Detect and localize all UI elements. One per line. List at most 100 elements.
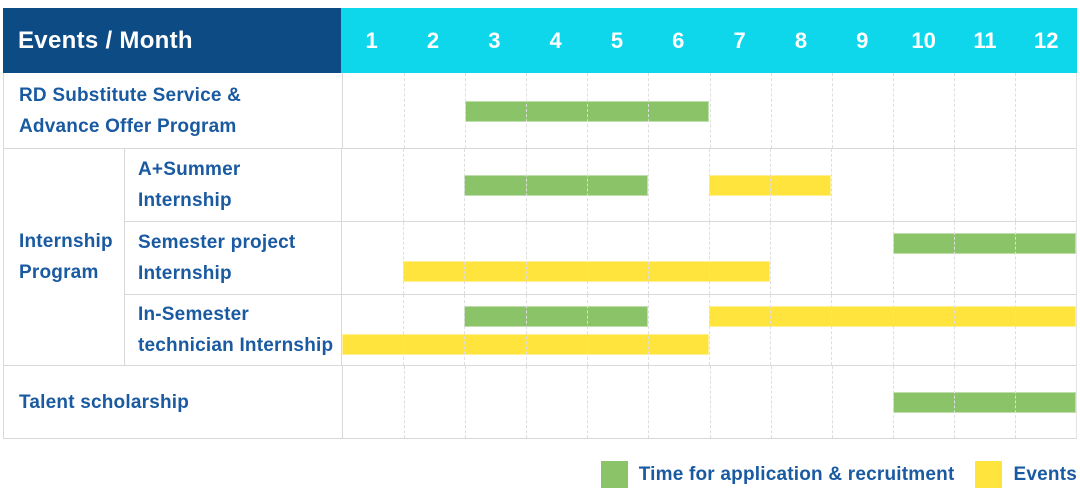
month-gridline xyxy=(953,295,955,365)
month-gridline xyxy=(587,366,589,438)
month-gridline xyxy=(526,73,528,148)
group-label-internship-program: Internship Program xyxy=(4,149,125,365)
row-a-plus-summer-internship: A+Summer Internship xyxy=(125,149,1076,222)
month-gridline xyxy=(1014,366,1016,438)
month-gridline xyxy=(892,222,894,294)
group-subrows: A+Summer Internship Semester project Int… xyxy=(125,149,1076,365)
month-header-9: 9 xyxy=(856,27,869,53)
month-gridline xyxy=(709,149,710,221)
month-gridline xyxy=(586,222,588,294)
row-label-line: Talent scholarship xyxy=(19,391,190,413)
month-gridline xyxy=(953,366,955,438)
gantt-table: Events / Month 1 2 3 4 5 6 7 8 9 10 11 1… xyxy=(3,8,1077,439)
month-header-1: 1 xyxy=(365,27,378,53)
month-gridline xyxy=(709,222,710,294)
legend-application-label: Time for application & recruitment xyxy=(638,463,955,485)
gantt-track-semester-project xyxy=(341,222,1076,294)
gantt-track-a-plus-summer xyxy=(341,149,1076,221)
month-gridline xyxy=(525,149,527,221)
month-header-10: 10 xyxy=(911,27,936,53)
month-gridline xyxy=(831,73,833,148)
month-gridline xyxy=(587,73,589,148)
gantt-track-in-semester-technician xyxy=(341,295,1076,365)
row-label-rd-substitute: RD Substitute Service & Advance Offer Pr… xyxy=(4,73,342,148)
group-label-line: Internship xyxy=(19,231,113,252)
month-header-6: 6 xyxy=(672,27,685,53)
month-gridline xyxy=(403,149,405,221)
row-label-in-semester-technician: In-Semester technician Internship xyxy=(125,295,341,365)
row-label-line: technician Internship xyxy=(138,335,334,356)
gantt-track-rd-substitute xyxy=(342,73,1076,148)
month-gridline xyxy=(770,73,772,148)
month-gridline xyxy=(953,222,955,294)
month-header-8: 8 xyxy=(794,27,808,53)
month-gridline xyxy=(647,295,649,365)
month-gridline xyxy=(648,73,650,148)
month-gridline xyxy=(709,295,710,365)
month-gridline xyxy=(1014,149,1016,221)
gantt-bar-application xyxy=(465,100,710,122)
group-internship-program: Internship Program A+Summer Internship xyxy=(4,149,1076,366)
month-gridline xyxy=(403,295,405,365)
row-label-line: Internship xyxy=(138,263,232,284)
month-gridline xyxy=(647,222,649,294)
row-in-semester-technician-internship: In-Semester technician Internship xyxy=(125,295,1076,365)
month-gridline xyxy=(770,149,772,221)
month-gridline xyxy=(831,366,833,438)
month-gridline xyxy=(831,222,833,294)
month-gridline xyxy=(526,366,528,438)
group-label-line: Program xyxy=(19,262,99,283)
events-month-header: Events / Month xyxy=(3,8,341,73)
month-gridline xyxy=(892,149,894,221)
month-header-12: 12 xyxy=(1034,27,1059,53)
month-gridline xyxy=(586,295,588,365)
month-gridline xyxy=(464,295,466,365)
month-header-11: 11 xyxy=(973,27,997,53)
month-header-strip: 1 2 3 4 5 6 7 8 9 10 11 12 xyxy=(341,8,1077,73)
month-gridline xyxy=(770,295,772,365)
row-label-line: A+Summer xyxy=(138,159,241,180)
month-gridline xyxy=(953,73,955,148)
row-label-line: RD Substitute Service & xyxy=(19,84,242,106)
row-rd-substitute: RD Substitute Service & Advance Offer Pr… xyxy=(4,73,1076,149)
row-label-line: Internship xyxy=(138,190,232,211)
month-header-7: 7 xyxy=(733,27,746,53)
month-gridline xyxy=(648,366,650,438)
month-gridline xyxy=(525,295,527,365)
legend: Time for application & recruitment Event… xyxy=(600,461,1077,488)
month-gridline xyxy=(953,149,955,221)
row-label-a-plus-summer: A+Summer Internship xyxy=(125,149,341,221)
row-talent-scholarship: Talent scholarship xyxy=(4,366,1076,439)
month-gridline xyxy=(464,222,466,294)
month-gridline xyxy=(403,222,405,294)
month-header-2: 2 xyxy=(426,27,440,53)
legend-events-swatch xyxy=(975,461,1003,488)
row-label-talent-scholarship: Talent scholarship xyxy=(4,366,342,438)
row-label-line: In-Semester xyxy=(138,304,249,325)
month-gridline xyxy=(709,73,711,148)
row-label-line: Advance Offer Program xyxy=(19,115,237,137)
month-gridline xyxy=(586,149,588,221)
gantt-track-talent-scholarship xyxy=(342,366,1076,438)
row-semester-project-internship: Semester project Internship xyxy=(125,222,1076,295)
legend-events-label: Events xyxy=(1013,463,1077,485)
month-gridline xyxy=(770,366,772,438)
month-gridline xyxy=(770,222,772,294)
month-gridline xyxy=(892,295,894,365)
month-header-3: 3 xyxy=(488,27,501,53)
month-gridline xyxy=(647,149,649,221)
month-gridline xyxy=(404,366,406,438)
month-gridline xyxy=(892,366,894,438)
month-gridline xyxy=(465,73,467,148)
gantt-bar-application xyxy=(464,175,648,196)
month-header-4: 4 xyxy=(549,27,562,53)
month-gridline xyxy=(525,222,527,294)
row-label-semester-project: Semester project Internship xyxy=(125,222,341,294)
gantt-body: RD Substitute Service & Advance Offer Pr… xyxy=(3,73,1077,439)
month-header-5: 5 xyxy=(610,27,624,53)
month-gridline xyxy=(1014,73,1016,148)
month-gridline xyxy=(831,149,833,221)
month-gridline xyxy=(464,149,466,221)
gantt-bar-application xyxy=(892,233,1076,254)
month-gridline xyxy=(465,366,467,438)
